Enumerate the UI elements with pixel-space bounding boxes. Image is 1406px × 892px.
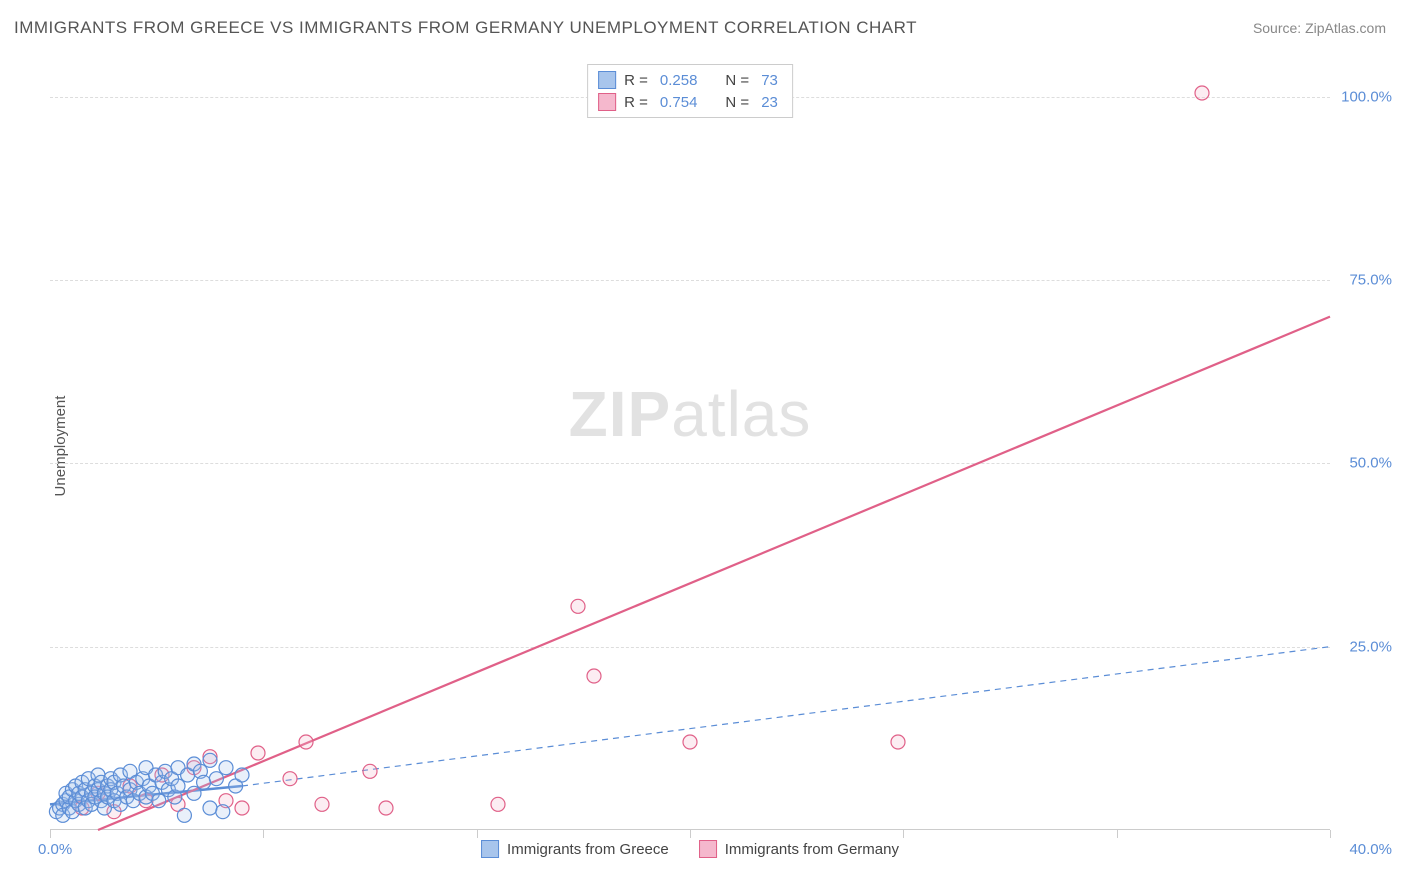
- data-point: [315, 797, 329, 811]
- data-point: [177, 808, 191, 822]
- swatch-greece-icon: [481, 840, 499, 858]
- y-tick-label: 50.0%: [1349, 455, 1392, 472]
- data-point: [283, 772, 297, 786]
- r-label: R =: [624, 94, 648, 111]
- data-point: [891, 735, 905, 749]
- data-point: [1195, 86, 1209, 100]
- source-attribution: Source: ZipAtlas.com: [1253, 20, 1386, 36]
- data-point: [216, 805, 230, 819]
- n-label: N =: [725, 94, 749, 111]
- r-value-greece: 0.258: [660, 72, 698, 89]
- plot-svg: [50, 60, 1330, 830]
- data-point: [187, 786, 201, 800]
- data-point: [203, 753, 217, 767]
- data-point: [235, 801, 249, 815]
- legend-item-germany: Immigrants from Germany: [699, 840, 899, 858]
- data-point: [203, 801, 217, 815]
- data-point: [152, 794, 166, 808]
- plot-area: ZIPatlas 25.0%50.0%75.0%100.0% 0.0% 40.0…: [50, 60, 1330, 830]
- data-point: [209, 772, 223, 786]
- n-value-greece: 73: [761, 72, 778, 89]
- data-point: [171, 779, 185, 793]
- y-tick-label: 25.0%: [1349, 638, 1392, 655]
- y-tick-label: 75.0%: [1349, 272, 1392, 289]
- swatch-germany: [598, 93, 616, 111]
- x-origin-label: 0.0%: [38, 841, 72, 858]
- n-value-germany: 23: [761, 94, 778, 111]
- legend-item-greece: Immigrants from Greece: [481, 840, 669, 858]
- data-point: [587, 669, 601, 683]
- data-point: [251, 746, 265, 760]
- swatch-greece: [598, 71, 616, 89]
- swatch-germany-icon: [699, 840, 717, 858]
- legend-row-greece: R = 0.258 N = 73: [598, 69, 782, 91]
- r-value-germany: 0.754: [660, 94, 698, 111]
- data-point: [379, 801, 393, 815]
- chart-container: IMMIGRANTS FROM GREECE VS IMMIGRANTS FRO…: [0, 0, 1406, 892]
- data-point: [491, 797, 505, 811]
- legend-label-germany: Immigrants from Germany: [725, 841, 899, 858]
- y-tick-label: 100.0%: [1341, 88, 1392, 105]
- data-point: [299, 735, 313, 749]
- data-point: [235, 768, 249, 782]
- legend-label-greece: Immigrants from Greece: [507, 841, 669, 858]
- legend-correlation: R = 0.258 N = 73 R = 0.754 N = 23: [587, 64, 793, 118]
- legend-series: Immigrants from Greece Immigrants from G…: [481, 840, 899, 858]
- legend-row-germany: R = 0.754 N = 23: [598, 91, 782, 113]
- data-point: [197, 775, 211, 789]
- data-point: [683, 735, 697, 749]
- x-max-label: 40.0%: [1349, 841, 1392, 858]
- n-label: N =: [725, 72, 749, 89]
- data-point: [363, 764, 377, 778]
- chart-title: IMMIGRANTS FROM GREECE VS IMMIGRANTS FRO…: [14, 18, 917, 38]
- data-point: [571, 599, 585, 613]
- r-label: R =: [624, 72, 648, 89]
- data-point: [219, 761, 233, 775]
